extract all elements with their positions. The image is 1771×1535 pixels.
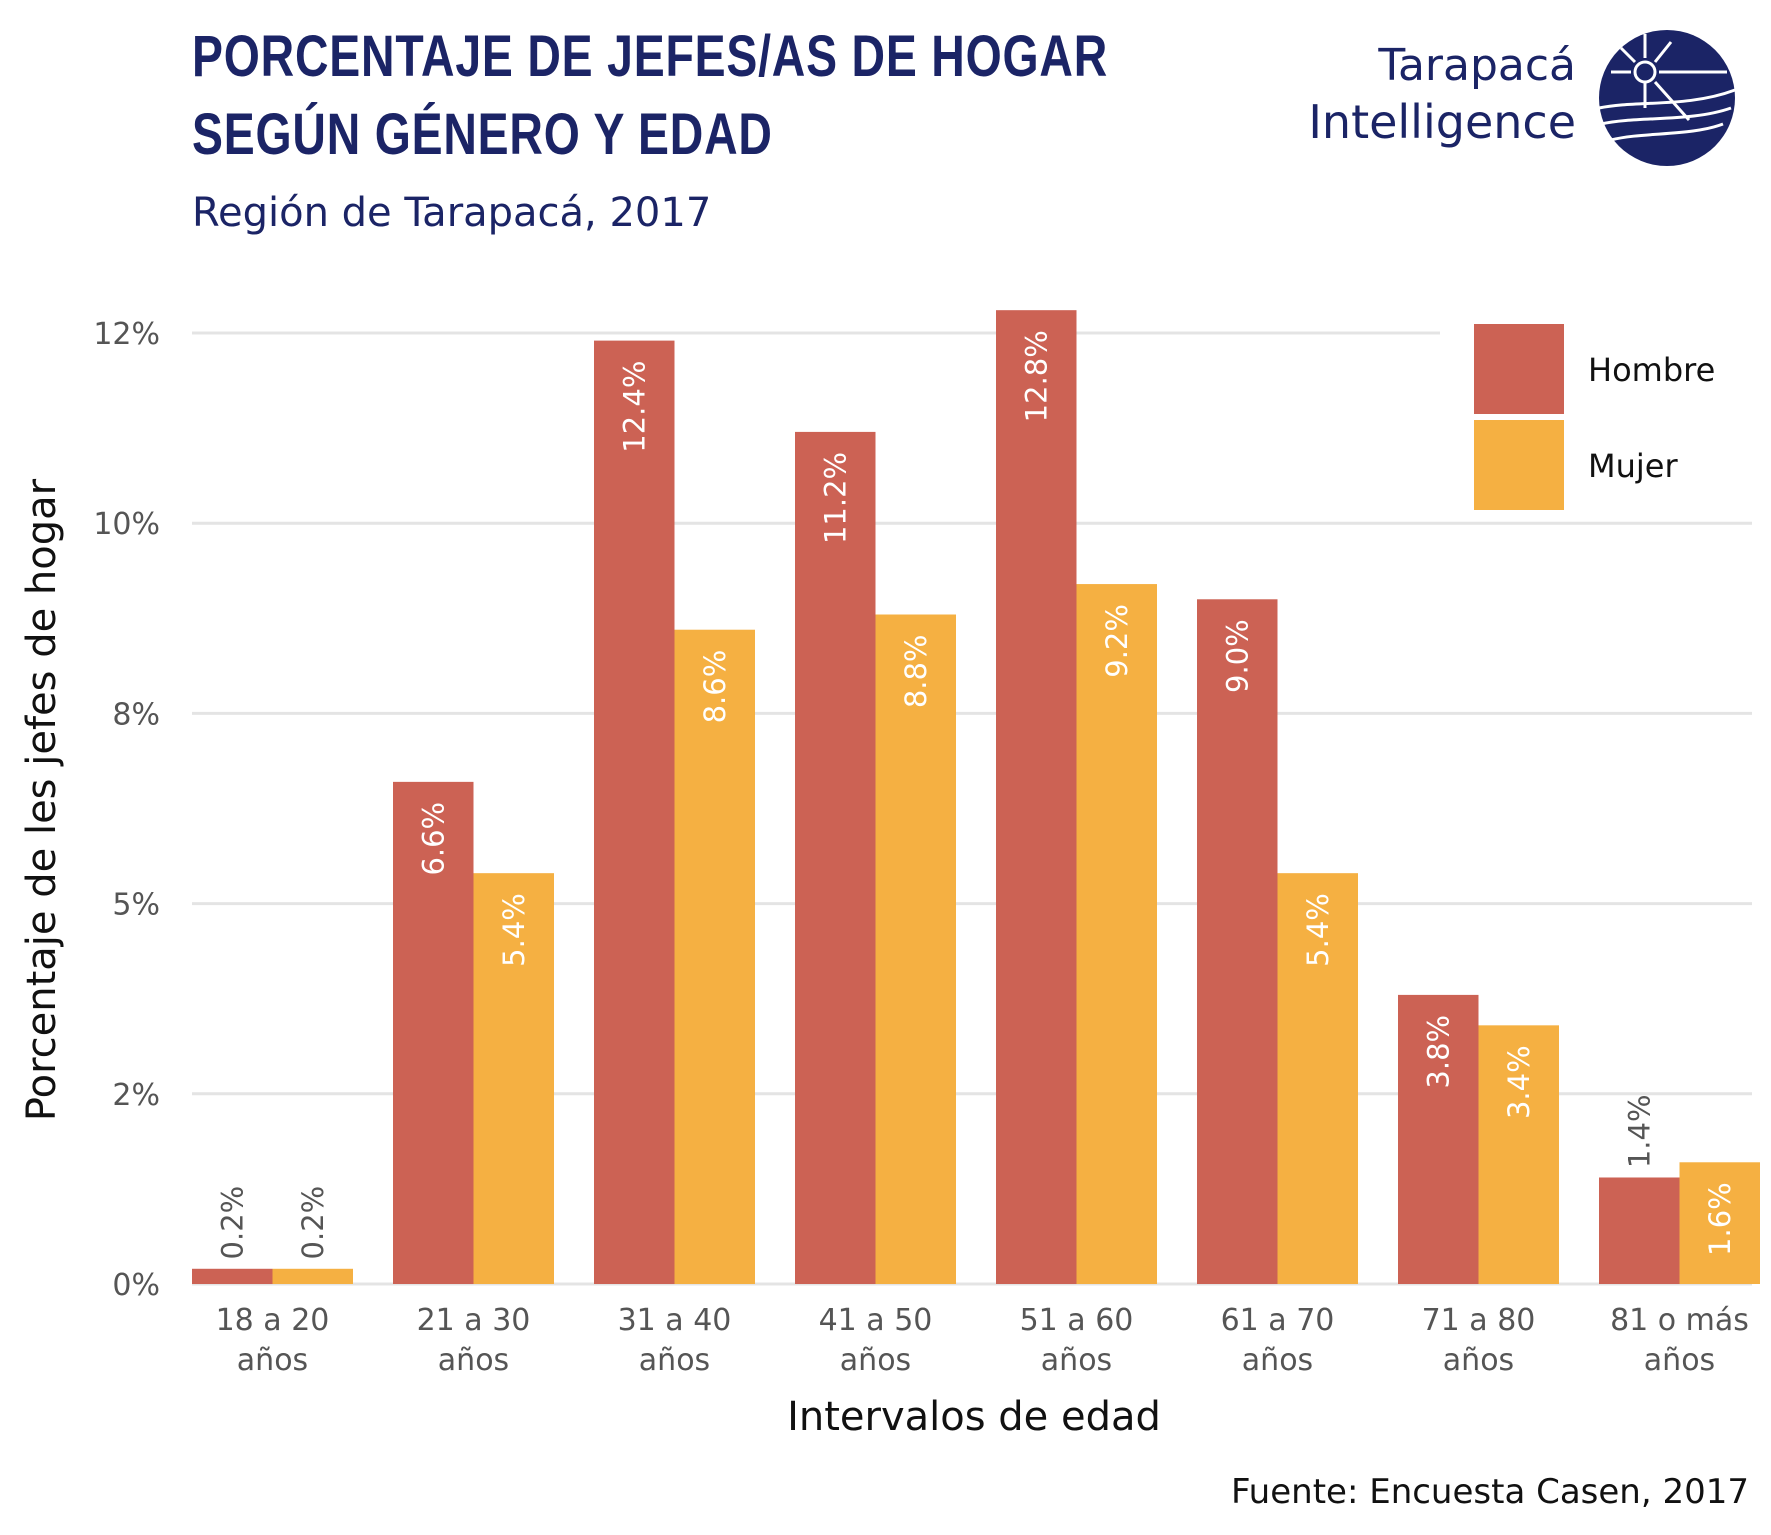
x-tick-label-line-2: años [1443,1343,1514,1378]
bar-value-label: 5.4% [1301,893,1335,967]
x-tick-label: 61 a 70 [1221,1303,1335,1338]
bar-mujer [272,1268,353,1284]
bar-value-label: 11.2% [818,452,852,544]
globe-sun-icon [1598,30,1736,166]
chart-title-line-1: PORCENTAJE DE JEFES/AS DE HOGAR [192,24,1109,89]
bar-value-label: 1.4% [1622,1094,1656,1168]
bar-hombre [594,340,675,1284]
legend-key-mujer [1474,420,1564,510]
bar-value-label: 9.2% [1100,604,1134,678]
chart-title-line-2: SEGÚN GÉNERO Y EDAD [192,102,773,167]
bar-mujer [674,629,755,1284]
bar-hombre [795,431,876,1284]
chart-subtitle: Región de Tarapacá, 2017 [192,190,712,236]
x-tick-label: 81 o más [1610,1303,1749,1338]
x-tick-label-line-2: años [1242,1343,1313,1378]
bar-hombre [1599,1177,1680,1284]
bar-mujer [1277,873,1358,1284]
x-axis-title: Intervalos de edad [787,1394,1161,1440]
y-tick-label: 12% [93,317,160,352]
brand-logo-text: Tarapacá Intelligence [1308,38,1576,150]
bar-value-label: 0.2% [215,1186,249,1260]
y-tick-label: 0% [112,1268,160,1303]
bar-hombre [1398,994,1479,1284]
bar-value-label: 6.6% [416,802,450,876]
bar-mujer [1679,1162,1760,1284]
bar-hombre [393,781,474,1284]
bar-mujer [473,873,554,1284]
x-tick-label: 31 a 40 [618,1303,732,1338]
chart-title: PORCENTAJE DE JEFES/AS DE HOGAR SEGÚN GÉ… [192,18,1108,174]
bar-value-label: 3.8% [1421,1015,1455,1089]
bar-mujer [1076,584,1157,1284]
x-tick-label-line-2: años [1644,1343,1715,1378]
x-tick-label-line-2: años [840,1343,911,1378]
bar-hombre [996,310,1077,1284]
legend-label-mujer: Mujer [1588,447,1678,485]
bar-value-label: 3.4% [1502,1045,1536,1119]
bar-value-label: 8.8% [899,634,933,708]
brand-name-line-1: Tarapacá [1378,40,1576,91]
y-tick-label: 2% [112,1078,160,1113]
x-tick-label: 51 a 60 [1020,1303,1134,1338]
x-tick-label: 41 a 50 [819,1303,933,1338]
bar-mujer [875,614,956,1284]
y-tick-label: 8% [112,697,160,732]
y-axis-title: Porcentaje de les jefes de hogar [19,478,65,1121]
bar-hombre [192,1268,273,1284]
bar-value-label: 5.4% [497,893,531,967]
x-tick-label-line-2: años [1041,1343,1112,1378]
legend-key-hombre [1474,324,1564,414]
x-tick-label-line-2: años [639,1343,710,1378]
bar-value-label: 9.0% [1220,619,1254,693]
bar-value-label: 12.8% [1019,330,1053,422]
x-tick-label: 21 a 30 [417,1303,531,1338]
bar-value-label: 12.4% [617,361,651,453]
x-tick-label: 71 a 80 [1422,1303,1536,1338]
source-caption: Fuente: Encuesta Casen, 2017 [1230,1472,1749,1512]
y-tick-label: 10% [93,507,160,542]
bar-value-label: 8.6% [698,650,732,724]
bar-mujer [1478,1025,1559,1284]
y-tick-label: 5% [112,888,160,923]
bar-hombre [1197,599,1278,1284]
bar-value-label: 0.2% [296,1186,330,1260]
x-tick-label-line-2: años [438,1343,509,1378]
x-tick-label: 18 a 20 [216,1303,330,1338]
legend-label-hombre: Hombre [1588,351,1715,389]
bar-value-label: 1.6% [1703,1182,1737,1256]
brand-name-line-2: Intelligence [1308,95,1576,149]
x-tick-label-line-2: años [237,1343,308,1378]
